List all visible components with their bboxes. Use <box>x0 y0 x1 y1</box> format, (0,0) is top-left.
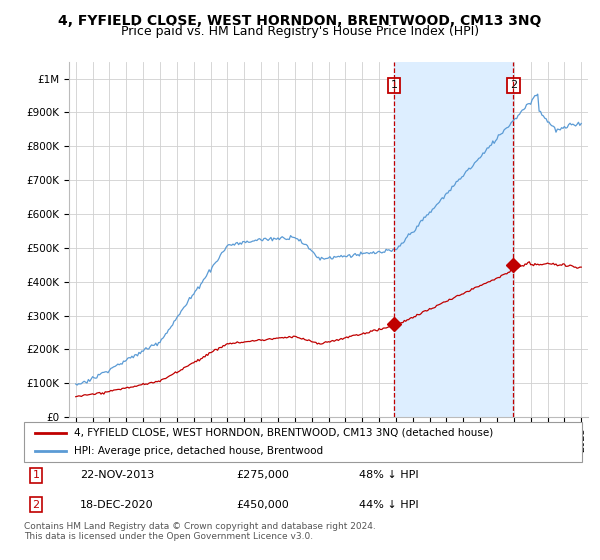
Text: 44% ↓ HPI: 44% ↓ HPI <box>359 500 418 510</box>
Text: 4, FYFIELD CLOSE, WEST HORNDON, BRENTWOOD, CM13 3NQ: 4, FYFIELD CLOSE, WEST HORNDON, BRENTWOO… <box>58 14 542 28</box>
FancyBboxPatch shape <box>24 422 582 462</box>
Text: 1: 1 <box>391 80 398 90</box>
Text: £450,000: £450,000 <box>236 500 289 510</box>
Text: 18-DEC-2020: 18-DEC-2020 <box>80 500 154 510</box>
Bar <box>394 62 514 417</box>
Text: 1: 1 <box>32 470 40 480</box>
Text: 2: 2 <box>32 500 40 510</box>
Text: 48% ↓ HPI: 48% ↓ HPI <box>359 470 418 480</box>
Text: HPI: Average price, detached house, Brentwood: HPI: Average price, detached house, Bren… <box>74 446 323 456</box>
Text: £275,000: £275,000 <box>236 470 289 480</box>
Text: Price paid vs. HM Land Registry's House Price Index (HPI): Price paid vs. HM Land Registry's House … <box>121 25 479 38</box>
Text: 2: 2 <box>510 80 517 90</box>
Text: 22-NOV-2013: 22-NOV-2013 <box>80 470 154 480</box>
Text: Contains HM Land Registry data © Crown copyright and database right 2024.
This d: Contains HM Land Registry data © Crown c… <box>24 522 376 542</box>
Text: 4, FYFIELD CLOSE, WEST HORNDON, BRENTWOOD, CM13 3NQ (detached house): 4, FYFIELD CLOSE, WEST HORNDON, BRENTWOO… <box>74 428 493 437</box>
